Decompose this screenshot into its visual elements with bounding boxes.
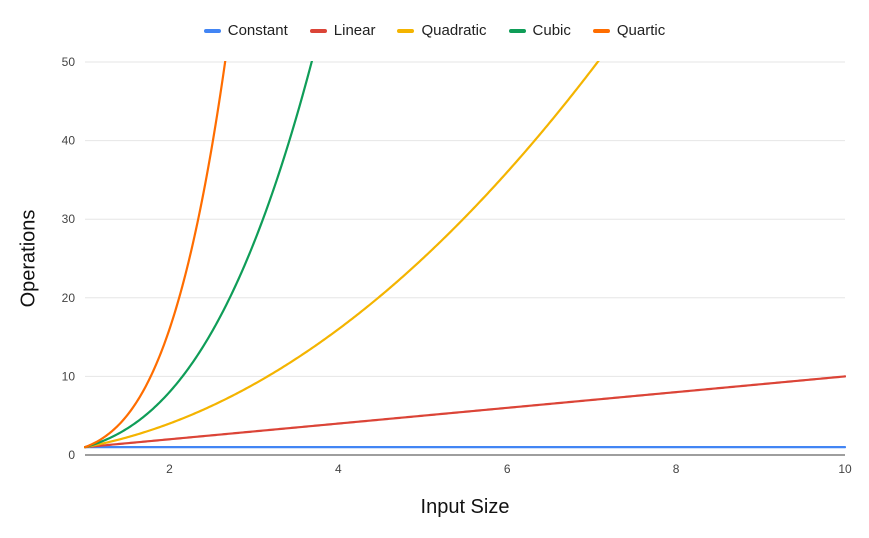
legend-label: Linear (333, 22, 376, 39)
legend-item-linear: Linear (309, 22, 376, 39)
series-line-linear (84, 375, 846, 449)
y-tick-label: 30 (62, 212, 76, 226)
y-tick-label: 50 (62, 55, 76, 69)
x-axis-title: Input Size (420, 496, 510, 518)
legend-swatch-icon (397, 28, 415, 33)
legend-swatch-icon (508, 28, 526, 33)
x-tick-label: 6 (504, 462, 511, 476)
x-tick-label: 8 (673, 462, 680, 476)
legend-swatch-icon (203, 28, 221, 33)
y-tick-label: 40 (62, 134, 76, 148)
legend-item-constant: Constant (203, 22, 288, 39)
x-tick-label: 2 (166, 462, 173, 476)
legend-swatch-icon (592, 28, 610, 33)
y-tick-label: 10 (62, 369, 76, 383)
series-line-quadratic (84, 61, 600, 449)
x-tick-label: 10 (838, 462, 852, 476)
y-tick-label: 20 (62, 291, 76, 305)
legend-label: Cubic (532, 22, 571, 39)
legend-item-cubic: Cubic (508, 22, 571, 39)
x-tick-label: 4 (335, 462, 342, 476)
series-line-quartic (84, 61, 227, 449)
legend-item-quadratic: Quadratic (397, 22, 487, 39)
legend: Constant Linear Quadratic Cubic Quartic (0, 22, 869, 39)
legend-label: Quartic (616, 22, 666, 39)
legend-item-quartic: Quartic (592, 22, 666, 39)
legend-label: Constant (227, 22, 288, 39)
y-tick-label: 0 (68, 448, 75, 462)
legend-swatch-icon (309, 28, 327, 33)
series-line-cubic (84, 61, 314, 449)
legend-label: Quadratic (421, 22, 487, 39)
